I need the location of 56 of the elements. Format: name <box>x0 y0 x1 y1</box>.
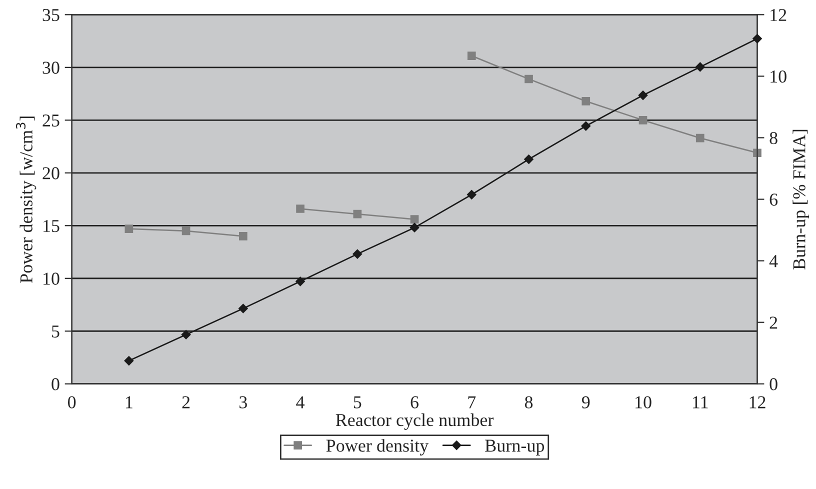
y-tick-label: 20 <box>42 167 60 180</box>
x-tick-label: 5 <box>354 396 362 408</box>
point <box>353 210 362 218</box>
point <box>524 74 533 84</box>
point <box>410 215 419 224</box>
y-tick-label: 30 <box>42 62 60 74</box>
x-tick-label: 1 <box>126 396 132 408</box>
y2-tick-label: 4 <box>769 255 778 268</box>
x-axis-title: Reactor cycle number <box>336 413 494 430</box>
point <box>581 121 591 131</box>
y-tick-label: 15 <box>44 220 60 232</box>
y-axis-title: Power density [w/cm$^{3}$] <box>16 116 36 283</box>
x-tick-label: 3 <box>240 396 247 408</box>
x-tick-label: 6 <box>410 396 419 408</box>
point <box>467 52 476 60</box>
x-tick-label: 10 <box>636 396 652 408</box>
y-tick-label: 25 <box>42 114 60 127</box>
point <box>467 190 476 200</box>
x-tick-label: 2 <box>182 396 190 408</box>
point <box>352 249 362 259</box>
y-tick-label: 5 <box>52 326 60 338</box>
point <box>410 222 420 232</box>
y-tick-label: 0 <box>52 378 60 390</box>
legend-label: Burn-up <box>485 440 544 456</box>
point <box>182 226 190 236</box>
x-tick-label: 12 <box>750 396 766 408</box>
point <box>296 276 305 286</box>
point <box>239 232 248 240</box>
point <box>238 304 248 314</box>
y2-tick-label: 2 <box>770 316 778 329</box>
legend-label: Power density <box>326 439 429 456</box>
point <box>696 134 704 142</box>
point <box>696 62 705 72</box>
point <box>124 356 134 366</box>
point <box>124 224 134 233</box>
point <box>638 90 648 100</box>
y-tick-label: 35 <box>42 8 60 22</box>
y2-tick-label: 8 <box>770 132 778 144</box>
x-tick-label: 0 <box>68 396 76 408</box>
point <box>638 116 648 124</box>
y-tick-label: 10 <box>44 272 60 285</box>
y2-tick-label: 12 <box>770 8 786 21</box>
x-tick-label: 7 <box>468 396 476 408</box>
y2-tick-label: 0 <box>770 378 778 390</box>
point <box>752 34 762 44</box>
y2-tick-label: 10 <box>770 70 786 83</box>
point <box>296 204 304 213</box>
x-tick-label: 4 <box>296 396 305 408</box>
x-tick-label: 11 <box>693 396 708 408</box>
x-tick-label: 9 <box>582 396 590 408</box>
y2-axis-title: Burn-up [% FIMA] <box>792 130 810 270</box>
x-tick-label: 8 <box>524 396 533 408</box>
point <box>524 154 534 164</box>
point <box>181 330 191 340</box>
y2-tick-label: 6 <box>770 194 778 206</box>
point <box>582 97 590 106</box>
